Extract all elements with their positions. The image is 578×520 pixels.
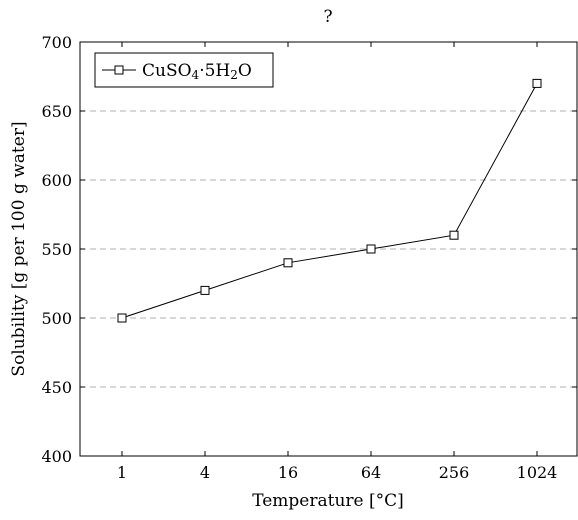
- x-axis-label: Temperature [°C]: [252, 491, 404, 511]
- data-point: [200, 285, 210, 295]
- x-tick-label: 64: [361, 463, 381, 482]
- y-tick-label: 650: [41, 102, 72, 121]
- chart-title: ?: [323, 7, 332, 27]
- series-layer: [117, 78, 542, 323]
- plot-frame: [79, 41, 578, 457]
- x-tick-label: 256: [439, 463, 470, 482]
- data-point: [283, 258, 293, 268]
- y-tick-label: 550: [41, 240, 72, 259]
- y-tick-label: 700: [41, 33, 72, 52]
- data-point: [117, 313, 127, 323]
- y-tick-label: 500: [41, 309, 72, 328]
- x-axis-ticks: 1 4 16 64 256 1024: [117, 42, 557, 482]
- x-tick-label: 1: [117, 463, 127, 482]
- data-point: [449, 230, 459, 240]
- legend-entry: CuSO4·5H2O: [142, 61, 252, 82]
- data-point: [532, 78, 542, 88]
- y-axis-ticks: 400 450 500 550 600 650 700: [41, 33, 577, 466]
- y-tick-label: 450: [41, 378, 72, 397]
- y-tick-label: 400: [41, 447, 72, 466]
- x-tick-label: 1024: [517, 463, 558, 482]
- y-tick-label: 600: [41, 171, 72, 190]
- series-line: [121, 83, 538, 319]
- data-point: [366, 244, 376, 254]
- grid-lines: [80, 110, 577, 388]
- legend-marker-square: [114, 65, 124, 75]
- x-tick-label: 4: [200, 463, 210, 482]
- x-tick-label: 16: [278, 463, 298, 482]
- legend: CuSO4·5H2O: [94, 52, 274, 88]
- y-axis-label: Solubility [g per 100 g water]: [9, 121, 29, 376]
